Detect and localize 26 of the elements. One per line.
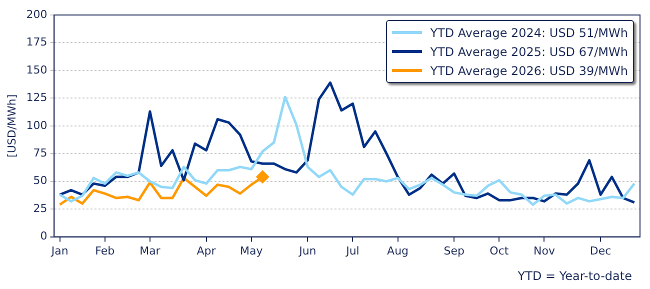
text: YTD = Year-to-date <box>518 269 632 283</box>
x-tick-label: Dec <box>590 244 612 258</box>
legend-label: YTD Average 2026: USD 39/MWh <box>430 64 628 78</box>
x-tick-label: Apr <box>196 244 216 258</box>
x-tick-label: Mar <box>140 244 161 258</box>
x-tick-label: Sep <box>444 244 465 258</box>
x-tick-label: Oct <box>490 244 510 258</box>
legend-label: YTD Average 2024: USD 51/MWh <box>430 26 628 40</box>
y-tick-label: 75 <box>33 146 48 160</box>
x-tick-label: Feb <box>95 244 115 258</box>
x-tick-label: Jan <box>50 244 68 258</box>
x-tick-label: Nov <box>534 244 556 258</box>
x-tick-label: Jun <box>298 244 316 258</box>
y-tick-label: 50 <box>33 174 48 188</box>
x-tick-label: Aug <box>387 244 409 258</box>
y-tick-label: 150 <box>26 63 48 76</box>
y-axis-title: [USD/MWh] <box>5 94 18 158</box>
y-tick-label: 125 <box>26 91 48 104</box>
legend-label: YTD Average 2025: USD 67/MWh <box>430 44 628 58</box>
y-tick-label: 25 <box>33 202 48 215</box>
y-tick-label: 175 <box>26 36 48 49</box>
x-tick-label: May <box>240 244 264 258</box>
y-tick-label: 0 <box>40 230 48 243</box>
y-tick-label: 200 <box>26 8 48 21</box>
y-tick-label: 100 <box>26 118 48 132</box>
x-tick-label: Jul <box>345 244 360 258</box>
